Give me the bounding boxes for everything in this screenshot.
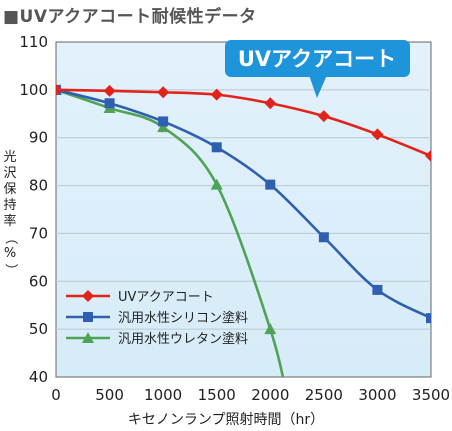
legend-label: UVアクアコート xyxy=(118,290,214,305)
data-point xyxy=(426,313,431,324)
x-tick-label: 2500 xyxy=(305,386,343,404)
data-point xyxy=(104,98,115,109)
legend-swatch-marker xyxy=(82,290,94,302)
axis-ticks: 40 50 60 70 80 90 100 110 0 500 1000 1500 2000 2500 30… xyxy=(19,33,450,404)
x-tick-label: 3000 xyxy=(358,386,396,404)
y-axis-label-char: 光 xyxy=(3,150,17,165)
y-tick-label: 100 xyxy=(19,81,48,99)
y-tick-label: 90 xyxy=(29,129,48,147)
callout-label: UVアクアコート xyxy=(238,47,396,71)
y-axis-label-char: 沢 xyxy=(3,166,17,181)
y-axis-label-char: 率 xyxy=(3,214,17,229)
data-point xyxy=(265,179,276,190)
series-1 xyxy=(56,83,431,162)
x-tick-label: 3500 xyxy=(412,386,450,404)
y-tick-label: 80 xyxy=(29,177,48,195)
y-axis-label-char: 保 xyxy=(3,182,17,197)
y-tick-label: 110 xyxy=(19,33,48,51)
y-axis-label: 光沢保持率（%） xyxy=(2,150,18,278)
x-tick-label: 1500 xyxy=(198,386,236,404)
x-tick-label: 1000 xyxy=(144,386,182,404)
y-tick-label: 70 xyxy=(29,224,48,242)
data-point xyxy=(211,142,222,153)
data-point xyxy=(157,86,170,99)
legend-label: 汎用水性シリコン塗料 xyxy=(118,310,248,326)
y-tick-label: 60 xyxy=(29,272,48,290)
legend-swatch-marker xyxy=(83,312,93,322)
x-tick-label: 500 xyxy=(95,386,124,404)
legend-item: UVアクアコート xyxy=(66,290,214,305)
x-tick-label: 0 xyxy=(51,386,61,404)
y-axis-label-char: % xyxy=(3,246,17,261)
data-point xyxy=(210,88,223,101)
series-layer xyxy=(56,83,431,377)
data-point xyxy=(157,121,170,133)
legend-label: 汎用水性ウレタン塗料 xyxy=(118,331,248,347)
data-point xyxy=(318,232,329,243)
y-axis-label-char: 持 xyxy=(3,198,17,213)
page-title: ■UVアクアコート耐候性データ xyxy=(3,7,257,27)
legend-item: 汎用水性シリコン塗料 xyxy=(66,310,248,326)
data-point xyxy=(371,128,384,141)
callout-box xyxy=(225,40,410,77)
data-point xyxy=(158,116,169,127)
data-point xyxy=(56,83,62,96)
data-point xyxy=(264,97,277,110)
callout: UVアクアコート xyxy=(225,40,410,98)
callout-pointer xyxy=(309,75,327,98)
data-point xyxy=(317,110,330,123)
data-point xyxy=(425,149,431,162)
series-line xyxy=(56,88,431,320)
data-point xyxy=(372,284,383,295)
legend-item: 汎用水性ウレタン塗料 xyxy=(66,331,248,347)
y-tick-label: 40 xyxy=(29,368,48,386)
x-tick-label: 2000 xyxy=(251,386,289,404)
data-point xyxy=(210,178,223,190)
data-point xyxy=(264,323,277,335)
legend-swatch-marker xyxy=(82,332,94,343)
x-axis-label: キセノンランプ照射時間（hr） xyxy=(128,412,324,428)
y-tick-label: 50 xyxy=(29,320,48,338)
data-point xyxy=(103,84,116,97)
